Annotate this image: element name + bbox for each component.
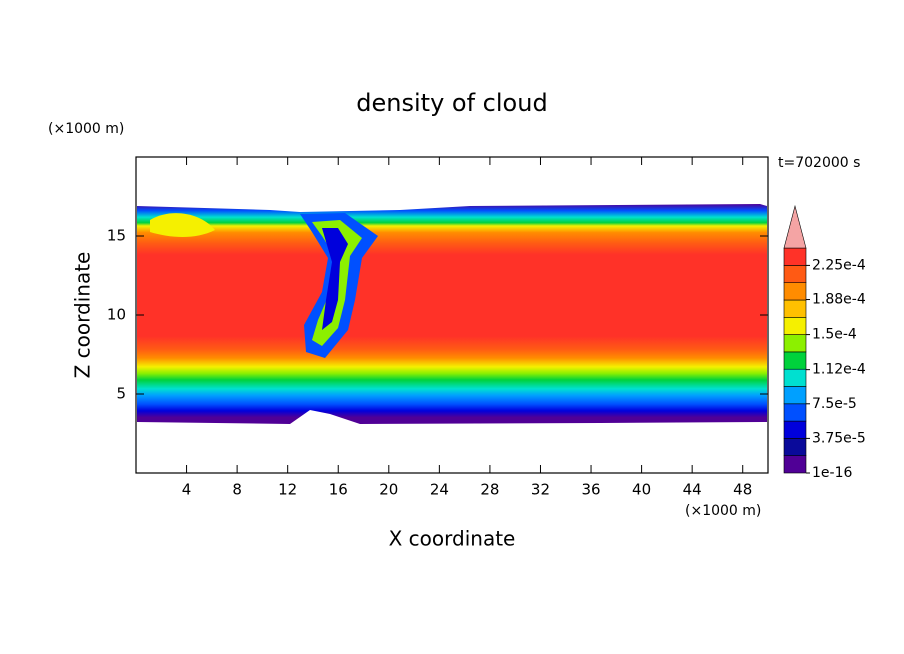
x-tick-label: 12 — [278, 481, 297, 499]
x-tick-label: 8 — [232, 481, 242, 499]
cap-left — [150, 213, 215, 237]
colorbar-band — [783, 403, 807, 422]
y-tick-label: 15 — [107, 227, 126, 245]
colorbar-band — [783, 438, 807, 456]
x-unit: (×1000 m) — [685, 503, 761, 519]
x-tick-label: 20 — [379, 481, 398, 499]
colorbar-extend — [783, 204, 807, 249]
colorbar-band — [783, 334, 807, 353]
colorbar-band — [783, 368, 807, 387]
colorbar-tick-label: 7.5e-5 — [812, 396, 857, 412]
y-tick-label: 5 — [116, 385, 126, 403]
x-tick-label: 44 — [683, 481, 702, 499]
colorbar-tick-label: 2.25e-4 — [812, 257, 866, 273]
colorbar-tick-label: 1.5e-4 — [812, 327, 857, 343]
colorbar-band — [783, 265, 807, 283]
contour-field — [137, 204, 767, 424]
x-tick-label: 40 — [632, 481, 651, 499]
colorbar-band — [783, 316, 807, 335]
cloud-layer — [137, 204, 767, 424]
y-tick-label: 10 — [107, 306, 126, 324]
colorbar-band — [783, 420, 807, 439]
colorbar-band — [783, 299, 807, 318]
colorbar-tick-label: 1.88e-4 — [812, 292, 866, 308]
x-tick-label: 24 — [430, 481, 449, 499]
colorbar-band — [783, 386, 807, 405]
colorbar-band — [783, 247, 807, 266]
x-axis-label: X coordinate — [389, 527, 516, 551]
x-tick-label: 28 — [480, 481, 499, 499]
colorbar-tick-label: 1.12e-4 — [812, 362, 866, 378]
annotation: t=702000 s — [778, 155, 860, 171]
colorbar-band — [783, 351, 807, 370]
x-tick-label: 16 — [329, 481, 348, 499]
y-unit: (×1000 m) — [48, 121, 124, 137]
x-tick-label: 48 — [733, 481, 752, 499]
colorbar-band — [783, 455, 807, 474]
chart-title: density of cloud — [356, 89, 547, 117]
y-axis-label: Z coordinate — [71, 252, 95, 379]
plume-inner — [322, 228, 348, 330]
colorbar-tick-label: 1e-16 — [812, 465, 852, 481]
x-tick-label: 4 — [182, 481, 192, 499]
x-tick-label: 36 — [581, 481, 600, 499]
colorbar-band — [783, 282, 807, 301]
x-tick-label: 32 — [531, 481, 550, 499]
colorbar-tick-label: 3.75e-5 — [812, 430, 866, 446]
